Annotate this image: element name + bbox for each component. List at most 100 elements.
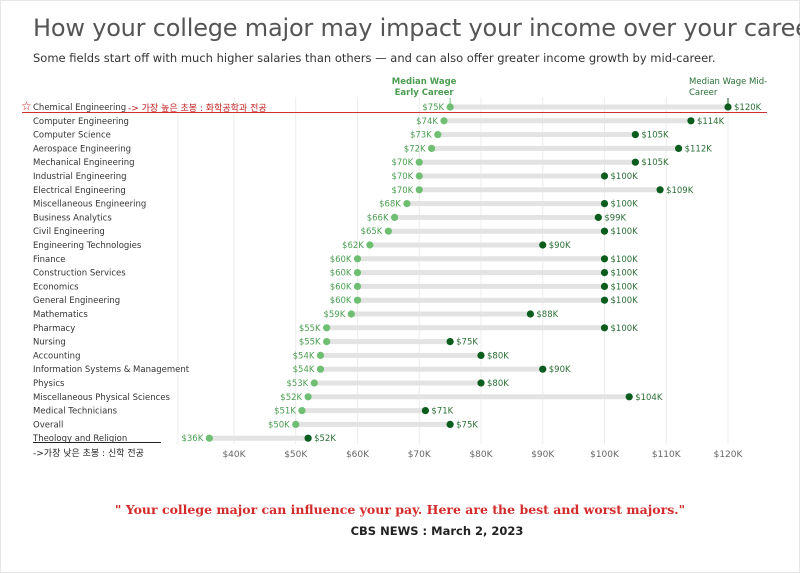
row-label: Information Systems & Management	[33, 365, 190, 375]
early-career-dot	[428, 144, 436, 152]
early-career-value-label: $52K	[280, 393, 302, 403]
mid-career-value-label: $71K	[431, 407, 453, 417]
mid-career-dot	[600, 324, 609, 332]
mid-career-value-label: $100K	[611, 255, 639, 265]
mid-career-dot	[600, 269, 609, 277]
early-career-dot	[353, 269, 362, 277]
mid-career-dot	[687, 117, 695, 125]
mid-career-dot	[477, 379, 485, 387]
early-career-dot	[298, 407, 306, 415]
star-icon: ☆	[21, 99, 32, 113]
early-career-dot	[292, 420, 300, 428]
x-tick-label: $110K	[652, 450, 682, 460]
mid-career-dot	[477, 351, 485, 359]
mid-career-value-label: $52K	[314, 434, 336, 444]
row-label: Miscellaneous Physical Sciences	[33, 393, 171, 403]
row-label: Civil Engineering	[33, 227, 105, 237]
row-label: Engineering Technologies	[33, 241, 142, 251]
early-career-value-label: $65K	[361, 227, 383, 237]
early-career-value-label: $72K	[404, 144, 426, 154]
mid-career-value-label: $75K	[456, 338, 478, 348]
annotation-highest-starting-salary: -> 가장 높은 초봉 : 화학공학과 전공	[128, 104, 267, 114]
mid-career-value-label: $100K	[611, 296, 639, 306]
early-career-dot	[440, 117, 448, 125]
row-label: Finance	[33, 255, 66, 265]
row-label: Economics	[33, 282, 79, 292]
row-label: Industrial Engineering	[33, 172, 127, 182]
mid-career-dot	[600, 172, 609, 180]
early-career-dot	[415, 158, 423, 166]
early-career-value-label: $70K	[391, 172, 413, 182]
early-career-dot	[390, 213, 399, 221]
mid-career-dot	[631, 131, 639, 139]
mid-career-value-label: $80K	[487, 379, 509, 389]
row-label: Chemical Engineering	[33, 103, 126, 113]
mid-career-dot	[446, 420, 454, 428]
mid-career-value-label: $90K	[549, 241, 571, 251]
mid-career-value-label: $80K	[487, 351, 509, 361]
early-career-value-label: $70K	[391, 186, 413, 196]
row-label: Nursing	[33, 338, 66, 348]
mid-career-dot	[446, 338, 454, 346]
early-career-value-label: $54K	[293, 351, 315, 361]
mid-career-dot	[600, 282, 609, 290]
mid-career-dot	[594, 213, 602, 221]
mid-career-value-label: $100K	[611, 282, 639, 292]
early-career-value-label: $54K	[293, 365, 315, 375]
row-label: Overall	[33, 420, 63, 430]
mid-career-dot	[625, 393, 633, 401]
row-label: Business Analytics	[33, 213, 112, 223]
row-label: Miscellaneous Engineering	[33, 200, 146, 210]
early-career-value-label: $60K	[330, 296, 352, 306]
row-label: Pharmacy	[33, 324, 75, 334]
early-career-dot	[384, 227, 392, 235]
mid-career-dot	[600, 296, 609, 304]
early-career-dot	[353, 296, 362, 304]
early-career-value-label: $55K	[299, 324, 321, 334]
x-tick-label: $120K	[714, 450, 744, 460]
mid-career-value-label: $100K	[611, 324, 639, 334]
early-career-value-label: $74K	[416, 117, 438, 127]
early-career-value-label: $73K	[410, 131, 432, 141]
early-career-value-label: $60K	[330, 282, 352, 292]
row-label: Mathematics	[33, 310, 88, 320]
early-career-value-label: $70K	[391, 158, 413, 168]
mid-career-dot	[539, 241, 547, 249]
highlight-underline-top	[22, 112, 767, 113]
early-career-dot	[323, 324, 331, 332]
row-label: Construction Services	[33, 269, 126, 279]
x-tick-label: $40K	[222, 450, 246, 460]
early-career-dot	[353, 255, 362, 263]
early-career-dot	[415, 172, 423, 180]
x-tick-label: $50K	[284, 450, 308, 460]
legend-early-line1: Median Wage	[392, 77, 457, 87]
row-label: Aerospace Engineering	[33, 144, 131, 154]
mid-career-value-label: $100K	[611, 227, 639, 237]
early-career-dot	[347, 310, 355, 318]
mid-career-dot	[631, 158, 639, 166]
row-label: Electrical Engineering	[33, 186, 126, 196]
mid-career-dot	[675, 144, 683, 152]
mid-career-value-label: $105K	[641, 131, 669, 141]
mid-career-dot	[421, 407, 430, 415]
x-tick-label: $100K	[590, 450, 620, 460]
early-career-dot	[304, 393, 312, 401]
early-career-dot	[415, 186, 423, 194]
mid-career-dot	[539, 365, 547, 373]
x-tick-label: $60K	[346, 450, 370, 460]
early-career-dot	[310, 379, 318, 387]
row-label: Mechanical Engineering	[33, 158, 135, 168]
early-career-dot	[205, 434, 213, 442]
mid-career-dot	[600, 200, 609, 208]
row-label: Theology and Religion	[32, 434, 127, 444]
early-career-dot	[353, 282, 362, 290]
mid-career-value-label: $100K	[611, 172, 639, 182]
early-career-value-label: $36K	[181, 434, 203, 444]
mid-career-dot	[304, 434, 312, 442]
mid-career-dot	[526, 310, 535, 318]
mid-career-dot	[724, 103, 732, 111]
highlight-underline-bottom	[33, 442, 161, 443]
early-career-dot	[316, 365, 325, 373]
early-career-value-label: $51K	[274, 407, 296, 417]
